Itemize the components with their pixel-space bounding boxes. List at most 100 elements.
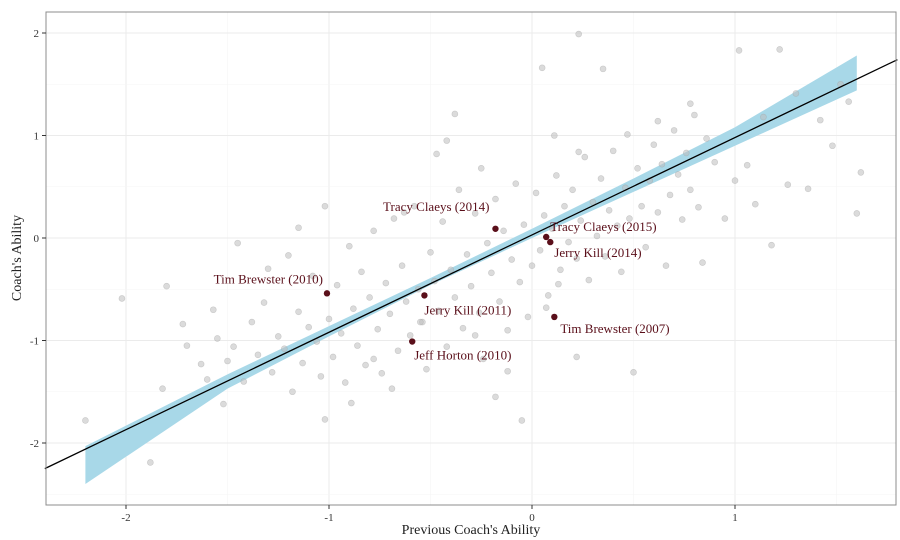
x-tick-label: 0 [529,512,535,524]
data-point [268,368,276,376]
data-point [289,388,296,396]
highlight-label: Jerry Kill (2011) [424,302,511,317]
data-point [433,150,440,158]
data-point [374,325,382,333]
y-tick-label: 0 [34,233,40,245]
data-point [329,353,337,361]
data-point [341,379,349,386]
data-point [354,342,361,349]
data-point [666,191,674,199]
data-point [410,202,418,210]
data-point [230,343,237,350]
data-point [183,342,191,349]
data-point [731,177,739,184]
data-point [248,318,256,326]
data-point [390,215,398,222]
data-point [305,323,313,331]
data-point [345,242,353,250]
data-point [402,298,410,305]
y-axis-ticks: -2 -1 0 1 2 [30,28,46,450]
data-point [337,330,345,337]
data-point [224,357,231,365]
data-point [804,185,812,193]
x-tick-label: 1 [732,512,738,524]
data-point [721,215,729,222]
x-axis-ticks: -2 -1 0 1 [121,505,738,524]
data-point [743,161,751,169]
data-point [477,165,485,172]
data-point [597,175,605,182]
data-point [295,308,302,316]
data-point [234,239,241,247]
data-point [264,265,272,273]
data-point [321,202,329,210]
data-point [857,169,865,176]
data-point [443,343,451,350]
data-point [853,210,861,217]
panel-border [45,11,897,506]
data-point [532,189,540,197]
data-point [398,262,406,269]
data-point [496,298,503,305]
data-point [333,281,341,289]
data-point [325,315,333,323]
data-point [475,309,483,317]
highlight-label: Tracy Claeys (2014) [383,199,489,214]
data-point [281,345,288,353]
data-point [613,222,621,229]
data-point [471,210,479,217]
data-point [670,127,678,134]
data-point [467,282,475,290]
data-point [197,360,205,368]
data-point [638,202,645,210]
highlight-point [409,338,416,345]
data-point [642,243,649,251]
data-point [654,209,662,216]
data-point [634,165,641,172]
highlight-label: Jerry Kill (2014) [554,245,641,260]
data-point [555,280,562,288]
data-point [504,367,511,375]
x-tick-label: -1 [324,512,333,524]
data-point [118,295,126,302]
data-point [82,417,89,424]
data-point [768,241,775,249]
highlight-point [543,233,550,241]
data-point [451,110,459,118]
data-point [508,256,516,263]
data-point [776,46,783,53]
data-point [520,221,528,228]
data-point [528,262,536,269]
data-point [658,160,666,168]
data-point [299,359,306,367]
data-point [309,272,317,280]
data-point [565,238,572,246]
data-point [829,142,836,150]
data-point [350,305,357,313]
data-point [599,65,607,73]
highlight-label: Tim Brewster (2007) [560,321,669,336]
data-point [711,158,719,166]
data-point [536,247,544,254]
data-point [618,268,625,276]
highlight-point [421,292,428,299]
highlight-label: Tim Brewster (2010) [214,271,323,286]
highlight-label: Tracy Claeys (2015) [550,219,656,234]
data-point [443,137,451,144]
data-point [370,355,377,363]
data-point [601,253,609,260]
data-point [447,266,455,274]
data-point [479,355,487,363]
data-point [784,181,792,188]
data-point [524,313,532,321]
data-point [317,373,325,380]
data-point [561,202,568,210]
data-point [609,147,617,155]
data-point [816,116,824,124]
data-point [179,320,187,328]
data-point [147,459,154,466]
data-point [540,212,548,219]
y-axis-title: Coach's Ability [10,215,25,301]
data-points [82,30,865,466]
data-point [538,64,546,72]
